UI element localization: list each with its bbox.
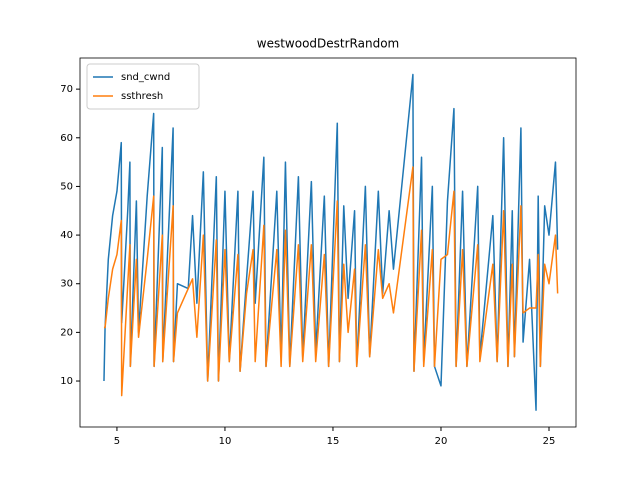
x-tick-label: 5 — [114, 436, 120, 447]
legend-label: snd_cwnd — [121, 72, 170, 83]
y-tick-label: 40 — [60, 230, 73, 241]
y-tick-label: 70 — [60, 84, 73, 95]
legend-box — [86, 63, 200, 110]
y-tick-label: 20 — [60, 327, 73, 338]
chart-title: westwoodDestrRandom — [257, 37, 399, 51]
y-tick-label: 50 — [60, 181, 73, 192]
x-tick-label: 25 — [543, 436, 556, 447]
x-tick-label: 20 — [435, 436, 448, 447]
x-tick-label: 10 — [219, 436, 232, 447]
series-line — [103, 166, 559, 397]
y-tick-label: 60 — [60, 133, 73, 144]
x-tick-label: 15 — [327, 436, 340, 447]
plot-frame — [79, 57, 577, 428]
series-line — [103, 73, 559, 411]
y-tick-label: 10 — [60, 376, 73, 387]
legend-label: ssthresh — [121, 91, 163, 102]
y-tick-label: 30 — [60, 279, 73, 290]
